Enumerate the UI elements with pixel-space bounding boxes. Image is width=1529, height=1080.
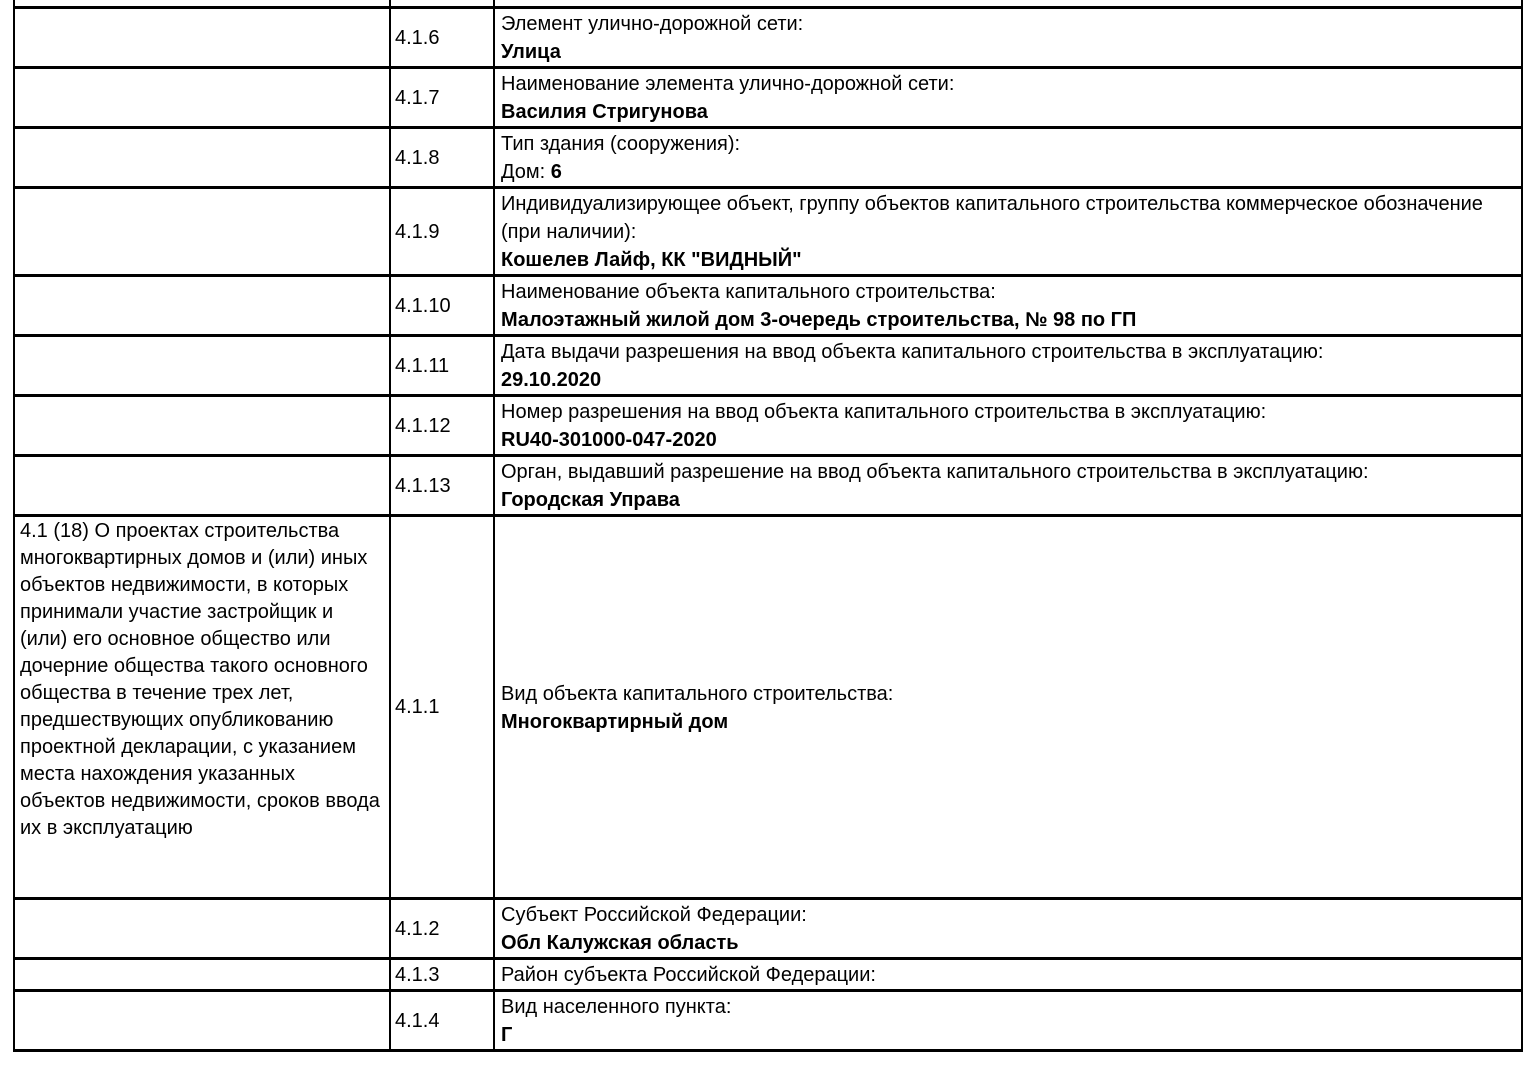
field-label: Дата выдачи разрешения на ввод объекта к… [501,341,1324,363]
section-row: 4.1 (18) О проектах строительства многок… [13,514,1523,900]
row-number-cell: 4.1.11 [389,334,495,397]
field-value-prefix: Дом: [501,161,551,183]
empty-cell [13,334,391,397]
section-description-cell: 4.1 (18) О проектах строительства многок… [13,514,391,900]
table-top-stub-row [13,0,1523,9]
field-value: Кошелев Лайф, КК "ВИДНЫЙ" [501,249,802,271]
row-number: 4.1.6 [395,26,440,49]
row-number-cell: 4.1.7 [389,66,495,129]
row-number-cell: 4.1.3 [389,957,495,992]
field-label: Район субъекта Российской Федерации: [501,964,876,986]
empty-cell [13,394,391,457]
table-row: 4.1.2 Субъект Российской Федерации: Обл … [13,897,1523,960]
row-number-cell: 4.1.9 [389,186,495,277]
row-number-cell: 4.1.12 [389,394,495,457]
row-content-cell: Элемент улично-дорожной сети: Улица [493,6,1523,69]
row-number: 4.1.2 [395,917,440,940]
row-content-cell: Район субъекта Российской Федерации: [493,957,1523,992]
row-number-cell: 4.1.6 [389,6,495,69]
empty-cell [389,0,495,9]
section-description: 4.1 (18) О проектах строительства многок… [20,520,380,839]
row-number: 4.1.9 [395,220,440,243]
row-number: 4.1.1 [395,696,440,718]
field-label: Вид объекта капитального строительства: [501,682,894,705]
empty-cell [13,897,391,960]
field-value: Малоэтажный жилой дом 3-очередь строител… [501,309,1137,331]
row-content-cell: Вид населенного пункта: Г [493,989,1523,1052]
empty-cell [493,0,1523,9]
field-label: Тип здания (сооружения): [501,133,741,155]
field-value: Городская Управа [501,489,680,511]
table-row: 4.1.10 Наименование объекта капитального… [13,274,1523,337]
row-number-cell: 4.1.13 [389,454,495,517]
empty-cell [13,6,391,69]
row-number: 4.1.13 [395,474,451,497]
field-label: Элемент улично-дорожной сети: [501,13,804,35]
table-row: 4.1.13 Орган, выдавший разрешение на вво… [13,454,1523,517]
field-value: Улица [501,41,561,63]
row-number: 4.1.11 [395,354,450,377]
field-value: Многоквартирный дом [501,710,729,733]
row-number: 4.1.12 [395,414,451,437]
table-row: 4.1.6 Элемент улично-дорожной сети: Улиц… [13,6,1523,69]
empty-cell [13,0,391,9]
row-number-cell: 4.1.8 [389,126,495,189]
row-content-cell: Индивидуализирующее объект, группу объек… [493,186,1523,277]
row-content-cell: Орган, выдавший разрешение на ввод объек… [493,454,1523,517]
field-label: Вид населенного пункта: [501,996,732,1018]
empty-cell [13,989,391,1052]
empty-cell [13,957,391,992]
table-row: 4.1.4 Вид населенного пункта: Г [13,989,1523,1052]
field-value: RU40-301000-047-2020 [501,429,717,451]
row-number: 4.1.10 [395,294,451,317]
row-content-cell: Номер разрешения на ввод объекта капитал… [493,394,1523,457]
empty-cell [13,126,391,189]
empty-cell [13,186,391,277]
row-number: 4.1.3 [395,963,440,986]
row-number: 4.1.8 [395,146,440,169]
project-declaration-table: 4.1.6 Элемент улично-дорожной сети: Улиц… [13,0,1523,1052]
row-number: 4.1.7 [395,86,440,109]
document-page: 4.1.6 Элемент улично-дорожной сети: Улиц… [13,0,1523,1052]
row-number-cell: 4.1.10 [389,274,495,337]
table-row: 4.1.8 Тип здания (сооружения): Дом: 6 [13,126,1523,189]
field-value: Обл Калужская область [501,932,739,954]
field-value: 29.10.2020 [501,369,602,391]
field-label: Орган, выдавший разрешение на ввод объек… [501,461,1369,483]
field-value: Г [501,1024,513,1046]
table-row: 4.1.12 Номер разрешения на ввод объекта … [13,394,1523,457]
row-number-cell: 4.1.4 [389,989,495,1052]
table-row: 4.1.7 Наименование элемента улично-дорож… [13,66,1523,129]
empty-cell [13,66,391,129]
table-row: 4.1.11 Дата выдачи разрешения на ввод об… [13,334,1523,397]
row-number-cell: 4.1.1 [389,514,495,900]
field-label: Наименование элемента улично-дорожной се… [501,73,955,95]
field-label: Индивидуализирующее объект, группу объек… [501,193,1483,243]
row-content-cell: Вид объекта капитального строительства: … [493,514,1523,900]
empty-cell [13,274,391,337]
row-content-cell: Наименование элемента улично-дорожной се… [493,66,1523,129]
row-content-cell: Субъект Российской Федерации: Обл Калужс… [493,897,1523,960]
row-content-cell: Наименование объекта капитального строит… [493,274,1523,337]
row-content-cell: Тип здания (сооружения): Дом: 6 [493,126,1523,189]
row-number-cell: 4.1.2 [389,897,495,960]
table-row: 4.1.9 Индивидуализирующее объект, группу… [13,186,1523,277]
field-label: Наименование объекта капитального строит… [501,281,996,303]
table-row: 4.1.3 Район субъекта Российской Федераци… [13,957,1523,992]
field-label: Номер разрешения на ввод объекта капитал… [501,401,1267,423]
empty-cell [13,454,391,517]
field-value: Дом: 6 [501,161,562,183]
field-label: Субъект Российской Федерации: [501,904,807,926]
row-content-cell: Дата выдачи разрешения на ввод объекта к… [493,334,1523,397]
field-value: Василия Стригунова [501,101,708,123]
row-number: 4.1.4 [395,1009,440,1032]
